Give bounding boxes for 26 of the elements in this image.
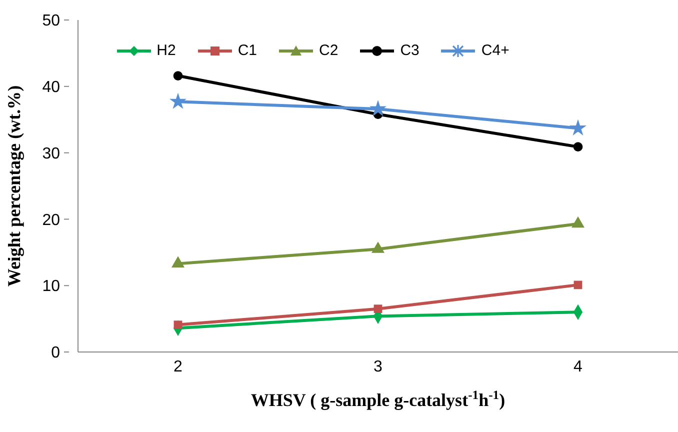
point bbox=[570, 120, 586, 135]
x-tick-label: 3 bbox=[374, 358, 383, 376]
point bbox=[573, 142, 583, 152]
point bbox=[172, 256, 184, 268]
point bbox=[370, 101, 386, 116]
legend-label: C4+ bbox=[481, 42, 510, 59]
x-axis-title: WHSV ( g-sample g-catalyst$^{-1}$h$^{-1}$) bbox=[250, 388, 506, 410]
point bbox=[374, 304, 382, 314]
y-tick-label: 40 bbox=[42, 79, 60, 96]
legend-label: C1 bbox=[238, 42, 258, 59]
point bbox=[173, 71, 183, 80]
y-tick-label: 0 bbox=[51, 344, 60, 362]
point bbox=[574, 280, 582, 290]
legend-label: C3 bbox=[400, 42, 420, 59]
legend-label: H2 bbox=[156, 42, 176, 59]
legend-label: C2 bbox=[319, 42, 338, 59]
x-tick-label: 2 bbox=[174, 358, 183, 376]
x-tick-label: 4 bbox=[574, 358, 583, 376]
point bbox=[170, 94, 186, 108]
y-tick-label: 10 bbox=[42, 278, 60, 296]
y-tick-label: 20 bbox=[42, 212, 60, 229]
point bbox=[174, 320, 182, 329]
y-tick-label: 50 bbox=[42, 12, 60, 30]
point bbox=[572, 216, 584, 228]
point bbox=[372, 242, 384, 253]
y-tick-label: 30 bbox=[42, 145, 60, 162]
